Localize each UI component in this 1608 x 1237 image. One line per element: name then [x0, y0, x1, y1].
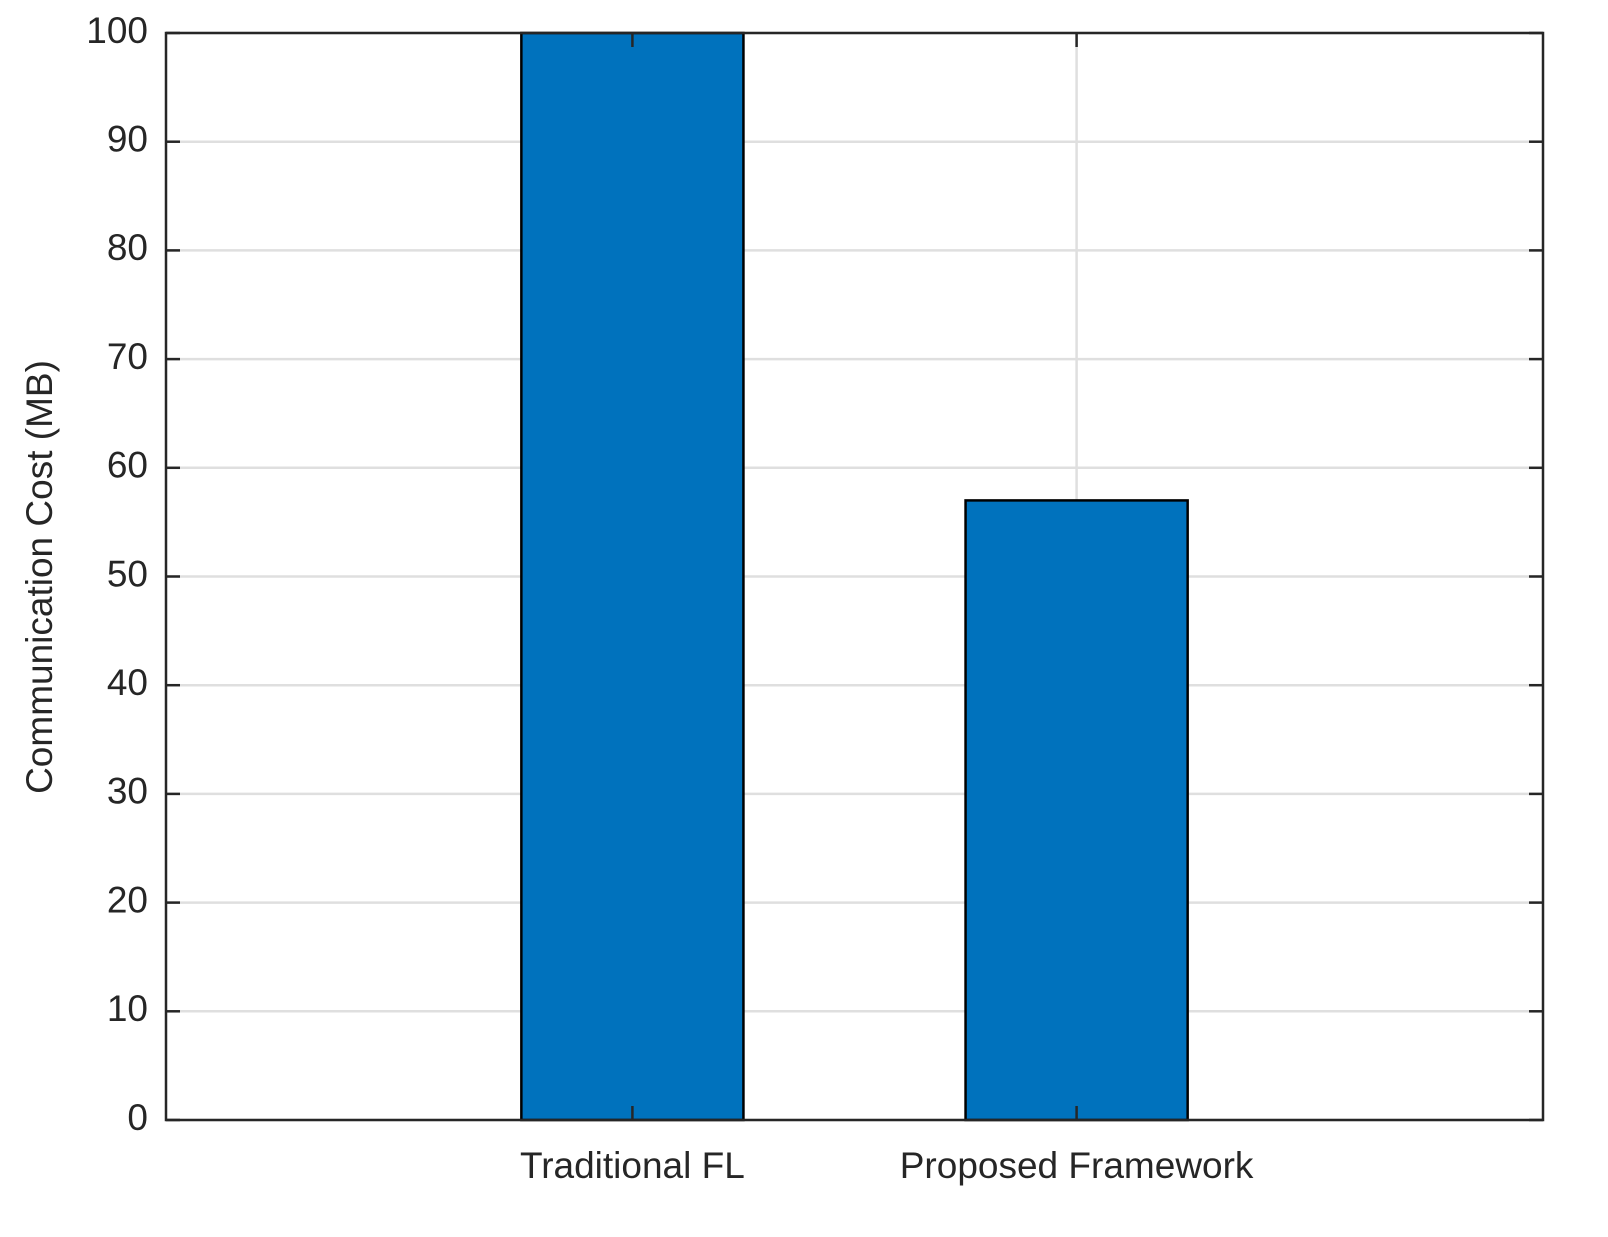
x-tick-label: Traditional FL	[520, 1145, 745, 1186]
y-tick-label: 50	[107, 553, 148, 594]
y-tick-label: 20	[107, 879, 148, 920]
bar	[964, 499, 1189, 1122]
y-tick-label: 60	[107, 445, 148, 486]
x-tick-label: Proposed Framework	[900, 1145, 1254, 1186]
y-tick-label: 30	[107, 771, 148, 812]
y-tick-label: 90	[107, 118, 148, 159]
y-tick-label: 40	[107, 662, 148, 703]
y-tick-label: 80	[107, 227, 148, 268]
bar	[520, 31, 745, 1122]
y-tick-label: 100	[86, 10, 148, 51]
y-tick-label: 70	[107, 336, 148, 377]
y-tick-label: 0	[127, 1097, 148, 1138]
y-axis-label: Communication Cost (MB)	[19, 360, 60, 794]
y-tick-label: 10	[107, 988, 148, 1029]
